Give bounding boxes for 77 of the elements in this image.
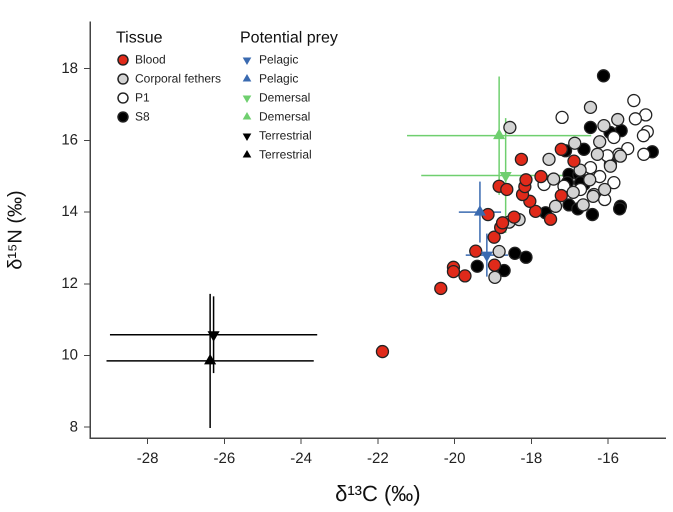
point [597,118,611,132]
y-tick-label: 12 [61,274,78,292]
point [568,136,582,150]
point [566,186,580,199]
point [567,154,581,168]
point [503,120,517,134]
point [555,110,569,124]
point [534,170,548,184]
text: Tissue [116,29,163,46]
y-tick-label: 18 [61,60,78,77]
point [434,282,448,296]
x-tick-label: -20 [444,450,466,468]
point [488,258,502,272]
legend-label: Demersal [259,109,310,124]
x-tick-label: -22 [367,450,389,468]
point [584,120,598,134]
legend-label: Pelagic [259,71,298,86]
legend-label: Terrestrial [259,128,312,142]
point [542,152,556,166]
point [446,264,460,278]
point [546,172,560,186]
point [586,208,600,222]
point [598,182,612,196]
point [584,100,598,114]
point [514,152,528,166]
y-tick-label: 14 [61,203,78,220]
point [596,69,610,82]
text: Potential prey [240,29,338,46]
point [488,270,502,284]
point [627,94,640,108]
x-tick-label: -18 [520,450,542,468]
x-tick-label: -24 [290,450,312,468]
point [481,208,495,222]
point [470,260,484,273]
point [469,244,482,258]
point [496,216,510,230]
point [612,202,626,216]
point [554,142,568,156]
point [519,250,533,264]
point [611,112,624,126]
x-tick-label: -16 [597,450,619,468]
legend-label: Demersal [259,90,310,104]
legend-label: Pelagic [259,52,298,66]
point [583,173,596,186]
point [487,230,501,244]
point [544,212,558,226]
point [607,130,621,144]
point [593,135,606,148]
y-tick-label: 16 [61,131,78,148]
point [500,182,514,196]
legend-label: Blood [135,52,166,66]
x-axis-title: δ¹³C (‰) [335,480,421,506]
point [573,163,587,177]
point [376,344,390,358]
point [548,200,562,213]
point [577,142,591,156]
point [519,173,533,186]
point [554,188,568,202]
y-axis-title: δ¹⁵N (‰) [4,190,27,270]
legend-label: P1 [135,90,150,104]
point [507,210,521,224]
point [528,204,542,218]
legend-label: S8 [135,109,150,124]
legend-label: Corporal fethers [135,71,222,86]
point [576,198,590,212]
y-tick-label: 8 [70,418,78,436]
point [637,148,650,161]
x-tick-label: -26 [213,450,236,468]
legend-label: Terrestrial [259,147,312,162]
x-tick-label: -28 [136,450,158,468]
point [628,112,642,126]
y-tick-label: 10 [61,346,78,364]
point [636,129,650,142]
point [590,148,604,161]
point [492,244,506,258]
point [458,269,472,283]
point [508,246,522,260]
